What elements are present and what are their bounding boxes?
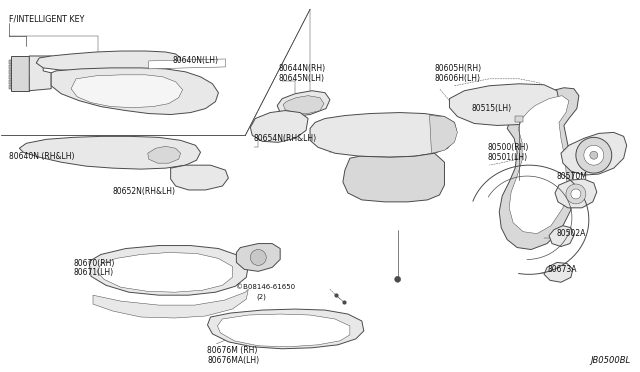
Text: ©B08146-61650: ©B08146-61650: [236, 284, 296, 290]
Text: 80605H(RH): 80605H(RH): [435, 64, 482, 73]
Text: 80500(RH): 80500(RH): [487, 143, 529, 152]
Circle shape: [250, 250, 266, 265]
Text: 80652N(RH&LH): 80652N(RH&LH): [113, 187, 176, 196]
Text: 80570M: 80570M: [557, 171, 588, 180]
Polygon shape: [97, 253, 232, 292]
Polygon shape: [10, 65, 12, 69]
Text: 80673A: 80673A: [547, 265, 577, 274]
Polygon shape: [71, 75, 182, 108]
Polygon shape: [515, 116, 523, 122]
Text: 80676MA(LH): 80676MA(LH): [207, 356, 260, 365]
Circle shape: [395, 276, 401, 282]
Polygon shape: [171, 165, 228, 190]
Polygon shape: [310, 113, 456, 157]
Polygon shape: [10, 70, 12, 74]
Polygon shape: [36, 51, 180, 71]
Text: 80640N(LH): 80640N(LH): [173, 57, 219, 65]
Polygon shape: [449, 84, 559, 125]
Text: 80644N(RH): 80644N(RH): [278, 64, 325, 73]
Text: 80501(LH): 80501(LH): [487, 153, 527, 162]
Text: 80654N(RH&LH): 80654N(RH&LH): [253, 134, 316, 143]
Text: 80515(LH): 80515(LH): [471, 104, 511, 113]
Text: 80606H(LH): 80606H(LH): [435, 74, 481, 83]
Polygon shape: [29, 56, 51, 91]
Text: 80671(LH): 80671(LH): [73, 268, 113, 277]
Polygon shape: [148, 146, 180, 163]
Circle shape: [576, 137, 612, 173]
Polygon shape: [207, 309, 364, 349]
Polygon shape: [218, 314, 350, 347]
Polygon shape: [549, 226, 574, 247]
Polygon shape: [10, 60, 12, 64]
Text: (2): (2): [256, 294, 266, 301]
Polygon shape: [19, 137, 200, 169]
Circle shape: [571, 189, 581, 199]
Text: JB0500BL: JB0500BL: [591, 356, 630, 365]
Polygon shape: [10, 80, 12, 84]
Polygon shape: [561, 132, 627, 175]
Text: 80645N(LH): 80645N(LH): [278, 74, 324, 83]
Polygon shape: [544, 262, 573, 282]
Polygon shape: [51, 68, 218, 115]
Text: 80502A: 80502A: [557, 229, 586, 238]
Polygon shape: [250, 110, 308, 142]
Polygon shape: [89, 246, 248, 295]
Circle shape: [584, 145, 604, 165]
Polygon shape: [429, 116, 458, 153]
Polygon shape: [283, 96, 324, 113]
Polygon shape: [10, 85, 12, 89]
Polygon shape: [10, 75, 12, 79]
Polygon shape: [343, 153, 444, 202]
Circle shape: [566, 184, 586, 204]
Circle shape: [590, 151, 598, 159]
Polygon shape: [509, 96, 569, 234]
Polygon shape: [499, 88, 579, 250]
Polygon shape: [12, 56, 36, 91]
Text: 80670(RH): 80670(RH): [73, 259, 115, 268]
Text: F/INTELLIGENT KEY: F/INTELLIGENT KEY: [10, 15, 84, 24]
Text: 80676M (RH): 80676M (RH): [207, 346, 258, 355]
Text: 80640N (RH&LH): 80640N (RH&LH): [10, 152, 75, 161]
Polygon shape: [236, 244, 280, 271]
Polygon shape: [277, 91, 330, 116]
Polygon shape: [148, 59, 225, 69]
Polygon shape: [555, 179, 596, 208]
Polygon shape: [93, 289, 248, 318]
